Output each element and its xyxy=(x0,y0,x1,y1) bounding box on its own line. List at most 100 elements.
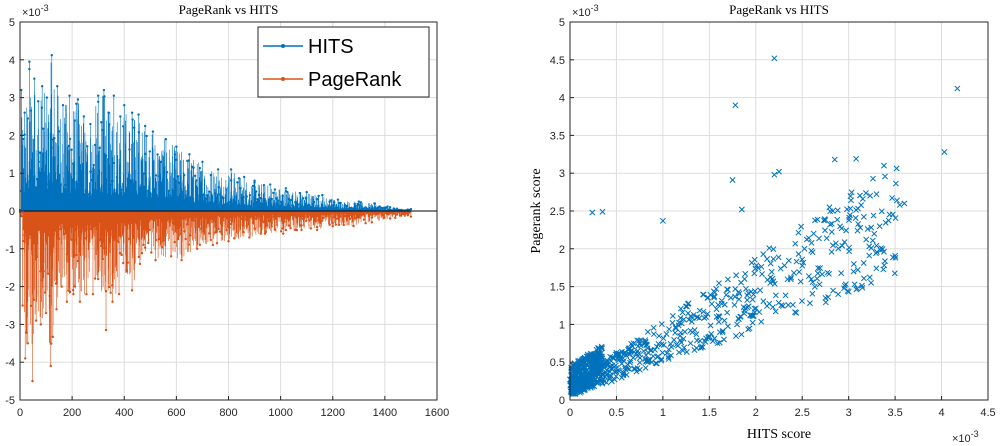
left-x-tick-label: 800 xyxy=(219,407,237,419)
scatter-point xyxy=(708,300,715,307)
scatter-point xyxy=(697,344,704,351)
pagerank-stem-marker xyxy=(258,213,261,216)
right-y-tick-label: 3 xyxy=(559,168,565,180)
scatter-point xyxy=(896,201,903,208)
pagerank-stem-marker xyxy=(100,244,103,248)
pagerank-stem-marker xyxy=(212,219,216,223)
scatter-point xyxy=(634,365,641,372)
hits-stem-marker xyxy=(308,203,311,207)
right-y-exponent: ×10-3 xyxy=(572,3,599,19)
hits-stem-marker xyxy=(353,202,356,206)
pagerank-stem-marker xyxy=(54,282,58,285)
hits-stem-marker xyxy=(76,98,80,101)
pagerank-stem-marker xyxy=(143,246,147,249)
scatter-point xyxy=(860,213,867,220)
right-x-ticks: 0 0.5 1 1.5 2 2.5 3 3.5 4 4.5 xyxy=(567,396,996,419)
scatter-point xyxy=(816,281,823,288)
pagerank-stem-marker xyxy=(26,342,30,345)
pagerank-stem-marker xyxy=(31,379,34,383)
left-x-tick-label: 0 xyxy=(17,407,23,419)
pagerank-stem-marker xyxy=(48,294,51,298)
pagerank-stem-marker xyxy=(397,211,400,214)
pagerank-stem-marker xyxy=(175,222,178,225)
scatter-point xyxy=(590,364,597,371)
scatter-point xyxy=(841,285,847,292)
scatter-point xyxy=(594,366,601,373)
hits-stem-marker xyxy=(61,103,65,107)
scatter-point xyxy=(788,274,795,281)
pagerank-stem-marker xyxy=(95,227,98,231)
right-x-tick-label: 2 xyxy=(753,407,759,419)
pagerank-stem-marker xyxy=(364,221,367,225)
hits-stem-marker xyxy=(28,67,31,71)
scatter-point xyxy=(656,332,662,339)
hits-stem-marker xyxy=(71,162,75,165)
hits-stem-marker xyxy=(388,206,392,209)
pagerank-stem-marker xyxy=(315,228,319,232)
hits-stem-marker xyxy=(212,203,216,206)
hits-stem-marker xyxy=(104,154,108,157)
pagerank-stem-marker xyxy=(394,216,397,219)
scatter-point xyxy=(846,248,853,255)
scatter-point xyxy=(716,329,723,336)
pagerank-stem-marker xyxy=(403,213,406,216)
pagerank-stem-marker xyxy=(21,304,24,307)
pagerank-stem-marker xyxy=(64,232,67,235)
hits-stem-marker xyxy=(314,207,317,210)
hits-stem-marker xyxy=(140,161,144,164)
hits-stem-marker xyxy=(145,134,148,138)
hits-stem-marker xyxy=(37,100,40,103)
pagerank-stem-marker xyxy=(295,228,298,232)
hits-stem-marker xyxy=(195,179,198,182)
hits-stem-marker xyxy=(119,115,122,118)
pagerank-stem-marker xyxy=(68,290,72,294)
hits-stem-marker xyxy=(201,193,205,197)
pagerank-stem-marker xyxy=(154,238,158,242)
scatter-point xyxy=(709,338,716,345)
scatter-point xyxy=(868,279,875,286)
hits-stem-marker xyxy=(147,189,150,192)
hits-stem-marker xyxy=(189,196,192,199)
hits-stem-marker xyxy=(50,146,53,149)
pagerank-stem-marker xyxy=(164,227,167,230)
right-x-exponent-power: -3 xyxy=(971,429,979,439)
hits-stem-marker xyxy=(297,203,300,206)
pagerank-stem-marker xyxy=(114,229,117,232)
scatter-point xyxy=(595,353,602,360)
pagerank-stem-marker xyxy=(395,213,399,216)
scatter-point xyxy=(831,156,838,163)
hits-stem-marker xyxy=(292,206,295,210)
scatter-point xyxy=(727,294,734,301)
pagerank-stem-marker xyxy=(320,219,323,223)
scatter-point xyxy=(746,325,753,332)
pagerank-stem-marker xyxy=(308,219,311,222)
scatter-point xyxy=(738,279,744,286)
hits-stem-marker xyxy=(167,189,170,192)
scatter-point xyxy=(771,171,778,178)
pagerank-stem-marker xyxy=(96,277,100,281)
hits-stem-marker xyxy=(33,77,36,80)
scatter-point xyxy=(838,270,845,277)
pagerank-stem-marker xyxy=(381,214,384,217)
hits-stem-marker xyxy=(128,148,131,151)
pagerank-stem-marker xyxy=(201,215,205,218)
scatter-point xyxy=(668,352,674,359)
hits-stem-marker xyxy=(178,181,181,184)
legend-hits-label: HITS xyxy=(308,36,354,58)
scatter-point xyxy=(613,368,620,375)
scatter-point xyxy=(889,195,896,202)
hits-stem-marker xyxy=(67,144,70,148)
scatter-point xyxy=(889,211,896,218)
hits-stem-marker xyxy=(223,203,227,206)
scatter-point xyxy=(771,55,778,62)
hits-stem-marker xyxy=(96,100,100,104)
pagerank-stem-marker xyxy=(71,288,75,292)
scatter-point xyxy=(755,265,762,271)
pagerank-stem-marker xyxy=(198,243,202,247)
hits-stem-marker xyxy=(214,192,217,195)
hits-stem-marker xyxy=(82,193,86,196)
scatter-point xyxy=(683,349,690,355)
hits-stem-marker xyxy=(115,175,119,179)
pagerank-stem-marker xyxy=(326,213,330,216)
scatter-point xyxy=(719,327,726,334)
